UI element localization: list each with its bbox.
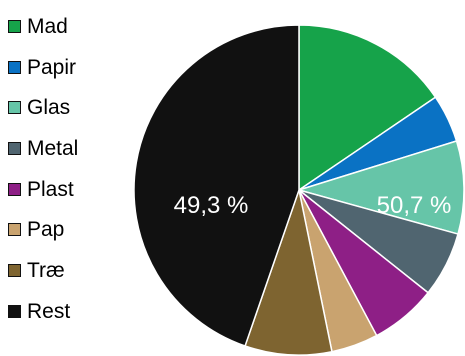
legend-swatch-pap bbox=[8, 223, 21, 237]
pie-slice-trae bbox=[244, 189, 333, 356]
legend-swatch-metal bbox=[8, 141, 21, 155]
pie-slice-mad bbox=[298, 24, 437, 191]
legend-swatch-plast bbox=[8, 182, 21, 196]
legend-item-metal: Metal bbox=[8, 128, 78, 169]
legend-label-glas: Glas bbox=[27, 96, 71, 120]
legend-swatch-trae bbox=[8, 263, 21, 277]
legend-item-mad: Mad bbox=[8, 6, 78, 47]
legend-item-glas: Glas bbox=[8, 87, 78, 128]
legend-label-papir: Papir bbox=[27, 55, 77, 79]
legend-item-papir: Papir bbox=[8, 47, 78, 88]
legend-item-trae: Træ bbox=[8, 250, 78, 291]
annotation-right: 50,7 % bbox=[377, 192, 452, 219]
annotation-left: 49,3 % bbox=[174, 192, 249, 219]
legend: Mad Papir Glas Metal Plast Pap Træ Rest bbox=[8, 6, 78, 332]
legend-label-metal: Metal bbox=[27, 136, 79, 160]
pie-slice-rest bbox=[133, 24, 300, 347]
legend-label-pap: Pap bbox=[27, 218, 65, 242]
pie-slice-glas bbox=[298, 140, 465, 235]
legend-item-rest: Rest bbox=[8, 291, 78, 332]
legend-label-plast: Plast bbox=[27, 177, 74, 201]
legend-label-mad: Mad bbox=[27, 14, 68, 38]
legend-item-plast: Plast bbox=[8, 169, 78, 210]
legend-swatch-mad bbox=[8, 19, 21, 33]
legend-swatch-papir bbox=[8, 60, 21, 74]
legend-swatch-glas bbox=[8, 101, 21, 115]
legend-swatch-rest bbox=[8, 304, 21, 318]
legend-label-rest: Rest bbox=[27, 299, 71, 323]
legend-label-trae: Træ bbox=[27, 258, 65, 282]
legend-item-pap: Pap bbox=[8, 209, 78, 250]
